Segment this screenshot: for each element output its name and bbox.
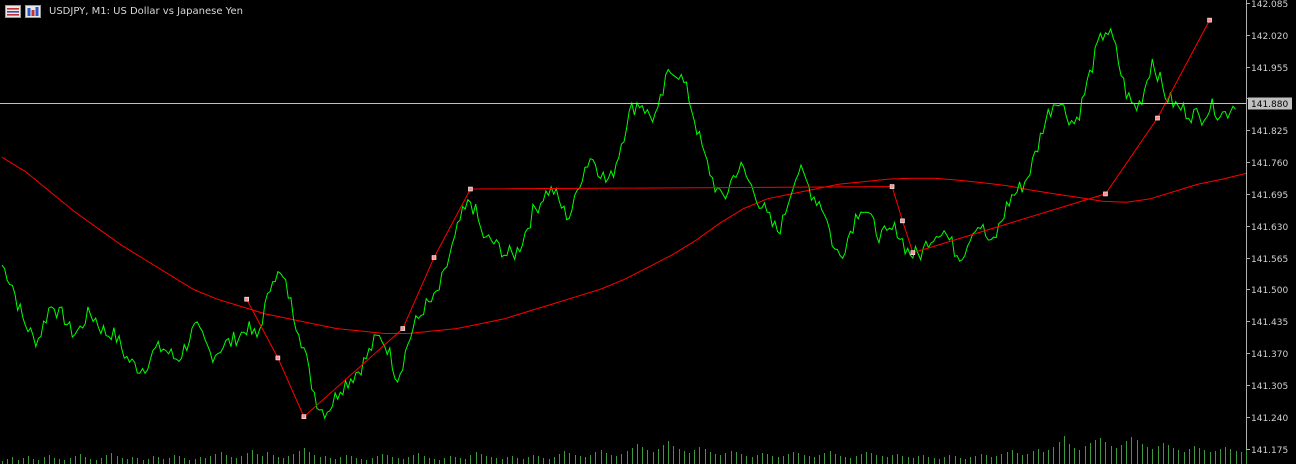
zigzag-point[interactable] xyxy=(1207,17,1212,23)
y-tick-label: 142.020 xyxy=(1251,32,1288,42)
volume-histogram xyxy=(2,436,1247,464)
zigzag-point[interactable] xyxy=(1155,115,1160,121)
chart-title: USDJPY, M1: US Dollar vs Japanese Yen xyxy=(49,5,243,17)
zigzag-point[interactable] xyxy=(889,184,895,189)
price-line xyxy=(1,27,1236,420)
zigzag-point[interactable] xyxy=(400,326,406,331)
y-tick-label: 141.695 xyxy=(1251,191,1288,201)
current-price-tag xyxy=(1248,97,1292,110)
zigzag-line xyxy=(246,19,1211,418)
y-tick-label: 141.370 xyxy=(1251,350,1288,360)
moving-average-line xyxy=(1,156,1247,334)
zigzag-point[interactable] xyxy=(244,296,249,302)
y-tick-label: 141.500 xyxy=(1251,286,1288,296)
zigzag-point[interactable] xyxy=(900,218,905,224)
zigzag-point[interactable] xyxy=(275,355,281,361)
y-tick-label: 141.240 xyxy=(1251,414,1288,424)
y-tick-label: 141.760 xyxy=(1251,159,1288,169)
current-price-label: 141.880 xyxy=(1251,100,1288,110)
y-tick-label: 141.630 xyxy=(1251,223,1288,233)
zigzag-point[interactable] xyxy=(468,186,473,192)
y-tick-label: 142.085 xyxy=(1251,0,1288,10)
y-tick-label: 141.435 xyxy=(1251,318,1288,328)
chart-title-bar: USDJPY, M1: US Dollar vs Japanese Yen xyxy=(5,4,243,18)
zigzag-point[interactable] xyxy=(301,414,307,419)
zigzag-point[interactable] xyxy=(1103,191,1108,197)
y-tick-label: 141.305 xyxy=(1251,382,1288,392)
y-tick-label: 141.175 xyxy=(1251,446,1288,456)
zigzag-point[interactable] xyxy=(431,255,437,260)
y-tick-label: 141.565 xyxy=(1251,255,1288,265)
one-click-trading-icon[interactable] xyxy=(25,4,41,18)
y-tick-label: 141.955 xyxy=(1251,64,1288,74)
chart-properties-icon[interactable] xyxy=(5,4,21,18)
zigzag-point[interactable] xyxy=(910,250,916,255)
y-tick-label: 141.825 xyxy=(1251,127,1288,137)
